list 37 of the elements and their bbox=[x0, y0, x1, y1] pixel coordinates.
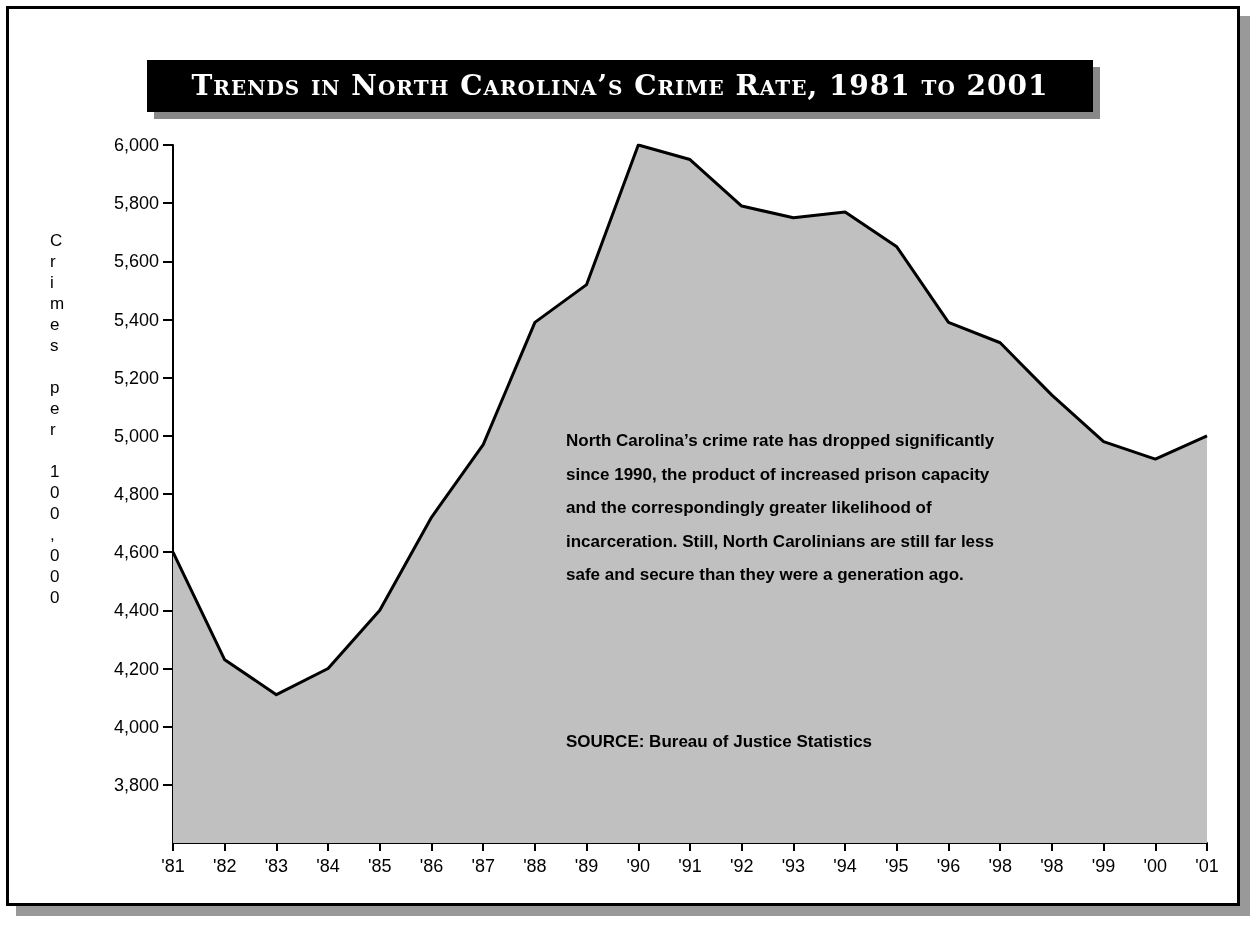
x-tick-label: '92 bbox=[729, 856, 754, 876]
x-tick-label: '90 bbox=[626, 856, 651, 876]
x-tick-label: '81 bbox=[161, 856, 185, 876]
y-tick-label: 5,600 bbox=[113, 251, 159, 272]
x-tick-label: '88 bbox=[523, 856, 547, 876]
x-tick-label: '95 bbox=[885, 856, 909, 876]
y-tick-label: 6,000 bbox=[113, 135, 159, 155]
y-tick-label: 5,800 bbox=[113, 193, 159, 214]
x-tick-label: '89 bbox=[574, 856, 599, 876]
x-tick-label: '99 bbox=[1091, 856, 1116, 876]
x-tick-label: '91 bbox=[678, 856, 702, 876]
x-tick-label: '83 bbox=[264, 856, 289, 876]
x-tick-label: '82 bbox=[212, 856, 237, 876]
x-tick-label: '87 bbox=[471, 856, 495, 876]
annotation: North Carolina’s crime rate has dropped significantly since 1990, the product of increased prison capacity and the correspondingly greater likelihood of incarceration. Still, North Carolinians are still far less safe and secure than they were a generation ago. bbox=[566, 430, 996, 586]
x-tick-label: '84 bbox=[316, 856, 340, 876]
annotation: SOURCE: Bureau of Justice Statistics bbox=[566, 732, 874, 752]
y-tick-label: 3,800 bbox=[113, 774, 159, 795]
x-tick-label: '98 bbox=[988, 856, 1012, 876]
y-tick-label: 4,800 bbox=[113, 484, 159, 504]
x-tick-label: '01 bbox=[1195, 856, 1219, 876]
chart-title: Trends in North Carolina’s Crime Rate, 1981 to 2001 bbox=[147, 60, 1093, 112]
x-tick-label: '00 bbox=[1143, 856, 1168, 876]
text: Crimes per 100,000 bbox=[50, 231, 65, 607]
x-tick-label: '98 bbox=[1040, 856, 1064, 876]
y-tick-label: 4,400 bbox=[113, 600, 159, 621]
x-tick-label: '94 bbox=[833, 856, 857, 876]
x-tick-label: '96 bbox=[936, 856, 961, 876]
y-tick-label: 5,000 bbox=[113, 425, 159, 446]
x-tick-label: '85 bbox=[368, 856, 392, 876]
y-tick-label: 4,600 bbox=[113, 542, 159, 563]
y-tick-label: 4,000 bbox=[113, 716, 159, 737]
y-tick-label: 5,400 bbox=[113, 309, 159, 330]
y-tick-label: 4,200 bbox=[113, 658, 159, 679]
x-tick-label: '93 bbox=[781, 856, 806, 876]
x-tick-label: '86 bbox=[419, 856, 444, 876]
y-tick-label: 5,200 bbox=[113, 367, 159, 388]
